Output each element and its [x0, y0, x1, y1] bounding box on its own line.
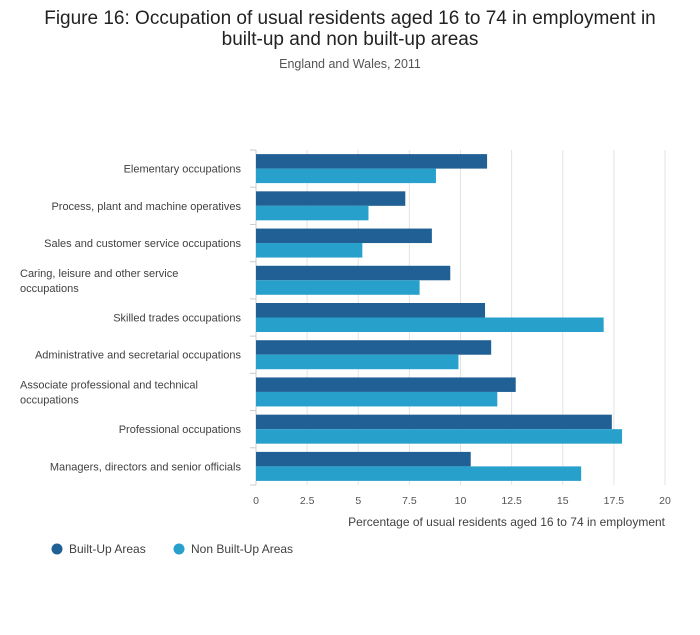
bar[interactable]	[256, 391, 498, 407]
category-label: Skilled trades occupations	[113, 313, 241, 325]
category-label: Sales and customer service occupations	[44, 238, 241, 250]
bar[interactable]	[256, 354, 459, 370]
category-label: Administrative and secretarial occupatio…	[35, 350, 242, 362]
legend-label[interactable]: Non Built-Up Areas	[191, 542, 293, 556]
category-label: Professional occupations	[119, 424, 242, 436]
bar[interactable]	[256, 243, 363, 258]
bar[interactable]	[256, 205, 369, 221]
chart-title: Figure 16: Occupation of usual residents…	[0, 8, 700, 50]
bar[interactable]	[256, 340, 492, 355]
x-tick-label: 2.5	[300, 495, 315, 507]
bar[interactable]	[256, 466, 582, 481]
bar[interactable]	[256, 191, 406, 206]
x-tick-label: 7.5	[402, 495, 417, 507]
category-labels: Elementary occupations Process, plant and…	[20, 164, 241, 474]
bar[interactable]	[256, 303, 486, 318]
chart-title-line-2: built-up and non built-up areas	[221, 29, 479, 50]
category-label: Process, plant and machine operatives	[51, 201, 241, 213]
x-tick-label: 0	[253, 495, 259, 507]
x-tick-label: 15	[557, 495, 569, 507]
bar[interactable]	[256, 317, 604, 333]
legend-swatch[interactable]	[173, 543, 185, 555]
legend[interactable]: Built-Up Areas Non Built-Up Areas	[51, 542, 294, 556]
category-label: Caring, leisure and other service occupat…	[20, 268, 178, 295]
bar[interactable]	[256, 265, 451, 281]
x-tick-label: 5	[355, 495, 361, 507]
bar[interactable]	[256, 429, 623, 444]
bar[interactable]	[256, 414, 612, 430]
bars	[256, 154, 623, 481]
x-tick-label: 20	[659, 495, 671, 507]
x-tick-label: 10	[455, 495, 467, 507]
bar[interactable]	[256, 280, 420, 295]
x-tick-label: 17.5	[604, 495, 625, 507]
legend-swatch[interactable]	[51, 543, 63, 555]
category-label: Elementary occupations	[124, 164, 242, 176]
category-label: Associate professional and technical occu…	[20, 379, 198, 406]
chart-title-line-1: Figure 16: Occupation of usual residents…	[44, 8, 656, 29]
x-tick-label: 12.5	[501, 495, 522, 507]
chart-subtitle: England and Wales, 2011	[279, 57, 421, 71]
bar[interactable]	[256, 377, 516, 392]
x-axis: 0 2.5 5 7.5 10 12.5 15 17.5 20	[253, 495, 671, 507]
legend-label[interactable]: Built-Up Areas	[69, 542, 146, 556]
bar[interactable]	[256, 168, 436, 184]
x-axis-label: Percentage of usual residents aged 16 to…	[348, 515, 666, 529]
bar[interactable]	[256, 154, 488, 169]
bar[interactable]	[256, 451, 471, 467]
category-label: Managers, directors and senior officials	[50, 461, 242, 473]
bar[interactable]	[256, 228, 432, 244]
